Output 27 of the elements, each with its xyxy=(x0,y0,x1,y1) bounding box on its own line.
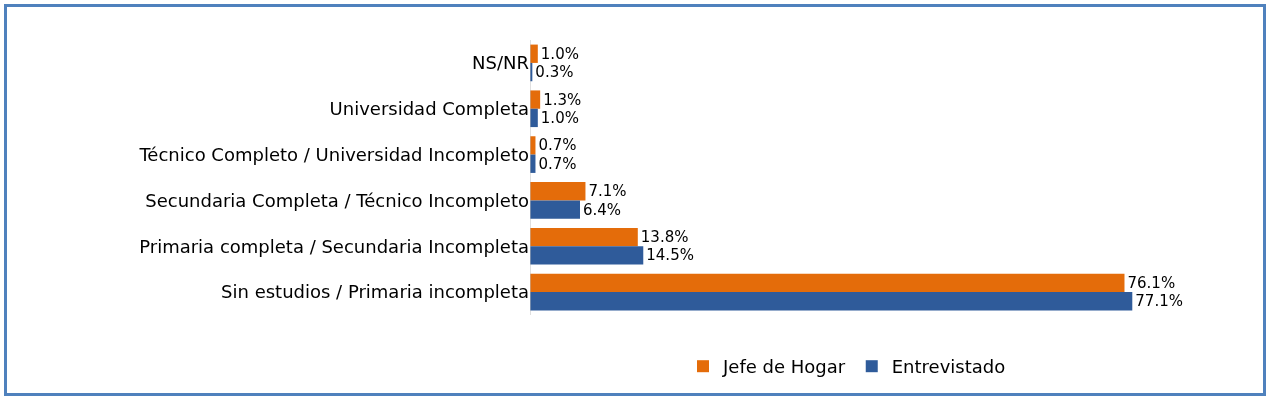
y-tick-label: Secundaria Completa / Técnico Incompleto xyxy=(145,189,529,211)
data-label: 76.1% xyxy=(1127,273,1176,292)
legend-label: Entrevistado xyxy=(891,356,1006,378)
data-label: 1.3% xyxy=(543,90,582,109)
bar xyxy=(530,246,644,265)
legend-label: Jefe de Hogar xyxy=(722,356,846,378)
data-label: 7.1% xyxy=(588,182,627,201)
data-label: 0.7% xyxy=(538,136,577,155)
data-label: 6.4% xyxy=(583,200,622,219)
bar xyxy=(530,182,586,201)
y-tick-label: Universidad Completa xyxy=(329,98,529,120)
y-tick-label: NS/NR xyxy=(472,52,529,74)
data-label: 1.0% xyxy=(540,108,579,127)
data-label: 77.1% xyxy=(1135,292,1183,311)
data-label: 13.8% xyxy=(640,228,689,247)
y-tick-label: Primaria completa / Secundaria Incompleta xyxy=(139,235,529,257)
bar xyxy=(530,200,580,219)
y-tick-label: Sin estudios / Primaria incompleta xyxy=(221,281,529,303)
bar xyxy=(530,292,1133,311)
bar xyxy=(530,227,638,247)
data-label: 0.7% xyxy=(538,154,577,173)
data-label: 14.5% xyxy=(646,246,694,265)
bar xyxy=(530,273,1125,293)
data-label: 0.3% xyxy=(535,63,574,82)
bar xyxy=(530,90,541,109)
y-tick-label: Técnico Completo / Universidad Incompleto xyxy=(138,143,529,165)
data-label: 1.0% xyxy=(540,44,579,63)
